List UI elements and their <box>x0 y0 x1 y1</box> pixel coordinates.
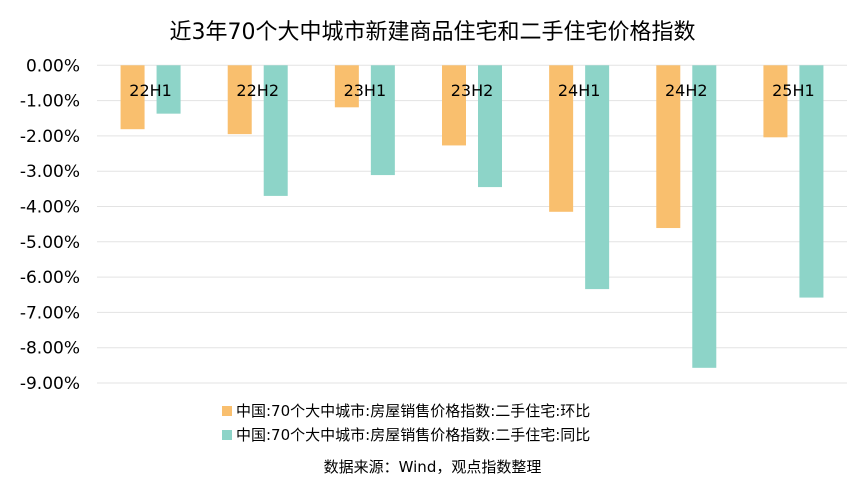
category-label: 25H1 <box>772 81 815 100</box>
bar-yoy <box>585 65 610 290</box>
y-tick-label: -1.00% <box>20 92 80 112</box>
legend-swatch-mom <box>222 405 232 416</box>
bar-yoy <box>799 65 824 298</box>
category-label: 22H1 <box>129 81 172 100</box>
bar-yoy <box>478 65 502 188</box>
legend-item-mom: 中国:70个大中城市:房屋销售价格指数:二手住宅:环比 <box>222 400 590 421</box>
category-label: 22H2 <box>236 81 279 100</box>
category-label: 23H1 <box>344 81 387 100</box>
bar-yoy <box>263 65 288 196</box>
bar-mom <box>656 65 681 229</box>
bar-yoy <box>692 65 717 368</box>
bar-mom <box>549 65 574 212</box>
y-tick-label: -4.00% <box>20 198 80 218</box>
y-tick-label: 0.00% <box>26 56 80 76</box>
bar-yoy <box>156 65 181 114</box>
y-tick-label: -8.00% <box>20 339 80 359</box>
bar-mom <box>334 65 359 108</box>
category-label: 23H2 <box>451 81 494 100</box>
source-note: 数据来源：Wind，观点指数整理 <box>323 458 542 476</box>
legend-swatch-yoy <box>222 429 232 440</box>
bar-mom <box>763 65 788 138</box>
bar-mom <box>120 65 145 130</box>
y-tick-label: -6.00% <box>20 268 80 288</box>
legend-item-yoy: 中国:70个大中城市:房屋销售价格指数:二手住宅:同比 <box>222 424 590 445</box>
bar-mom <box>442 65 466 146</box>
chart-title: 近3年70个大中城市新建商品住宅和二手住宅价格指数 <box>169 20 696 45</box>
y-tick-label: -3.00% <box>20 162 80 182</box>
bar-yoy <box>370 65 395 176</box>
y-tick-label: -9.00% <box>20 374 80 394</box>
bar-mom <box>227 65 252 135</box>
category-label: 24H2 <box>665 81 708 100</box>
y-tick-label: -2.00% <box>20 127 80 147</box>
y-tick-label: -5.00% <box>20 233 80 253</box>
legend-label-mom: 中国:70个大中城市:房屋销售价格指数:二手住宅:环比 <box>236 402 591 420</box>
category-label: 24H1 <box>558 81 601 100</box>
y-tick-label: -7.00% <box>20 303 80 323</box>
legend-label-yoy: 中国:70个大中城市:房屋销售价格指数:二手住宅:同比 <box>236 426 591 444</box>
